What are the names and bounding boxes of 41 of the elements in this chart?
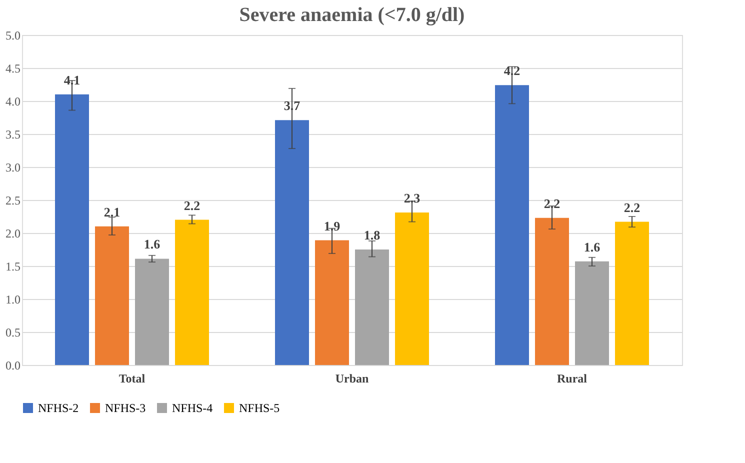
data-label: 2.2 [624,200,640,215]
y-tick-label: 2.0 [6,226,20,240]
y-tick-label: 0.0 [6,358,20,372]
x-tick-label: Rural [557,372,588,386]
bar [575,261,609,365]
legend-label: NFHS-5 [239,401,280,415]
chart-title: Severe anaemia (<7.0 g/dl) [239,4,465,26]
y-tick-label: 5.0 [6,28,20,42]
data-label: 2.3 [404,190,421,206]
bar [95,226,129,365]
legend-label: NFHS-4 [172,401,213,415]
bar [135,258,169,365]
y-tick-label: 2.5 [6,194,20,208]
y-tick-label: 1.0 [6,292,20,306]
data-label: 1.9 [324,218,341,234]
bar [495,85,529,365]
y-tick-label: 3.0 [6,160,20,174]
data-label: 1.6 [144,236,161,252]
y-tick-label: 1.5 [6,260,20,274]
x-tick-label: Total [118,372,146,386]
legend-label: NFHS-3 [105,401,146,415]
data-label: 1.6 [584,239,601,254]
bar [315,240,349,365]
data-label: 2.2 [184,198,200,213]
x-tick-label: Urban [335,372,369,386]
bar [535,218,569,365]
y-tick-label: 3.5 [6,128,20,142]
bar [275,120,309,365]
bar [615,222,649,365]
y-tick-label: 4.5 [6,62,20,76]
bar [175,220,209,365]
y-tick-label: 0.5 [6,326,20,340]
legend-label: NFHS-2 [38,401,79,415]
data-label: 1.8 [364,228,381,242]
data-label: 2.2 [544,196,560,211]
bar [355,250,389,365]
data-label: 2.1 [104,204,120,220]
bar [55,94,89,365]
bar [395,212,429,365]
y-tick-label: 4.0 [6,94,20,108]
data-label: 4.1 [64,72,80,88]
